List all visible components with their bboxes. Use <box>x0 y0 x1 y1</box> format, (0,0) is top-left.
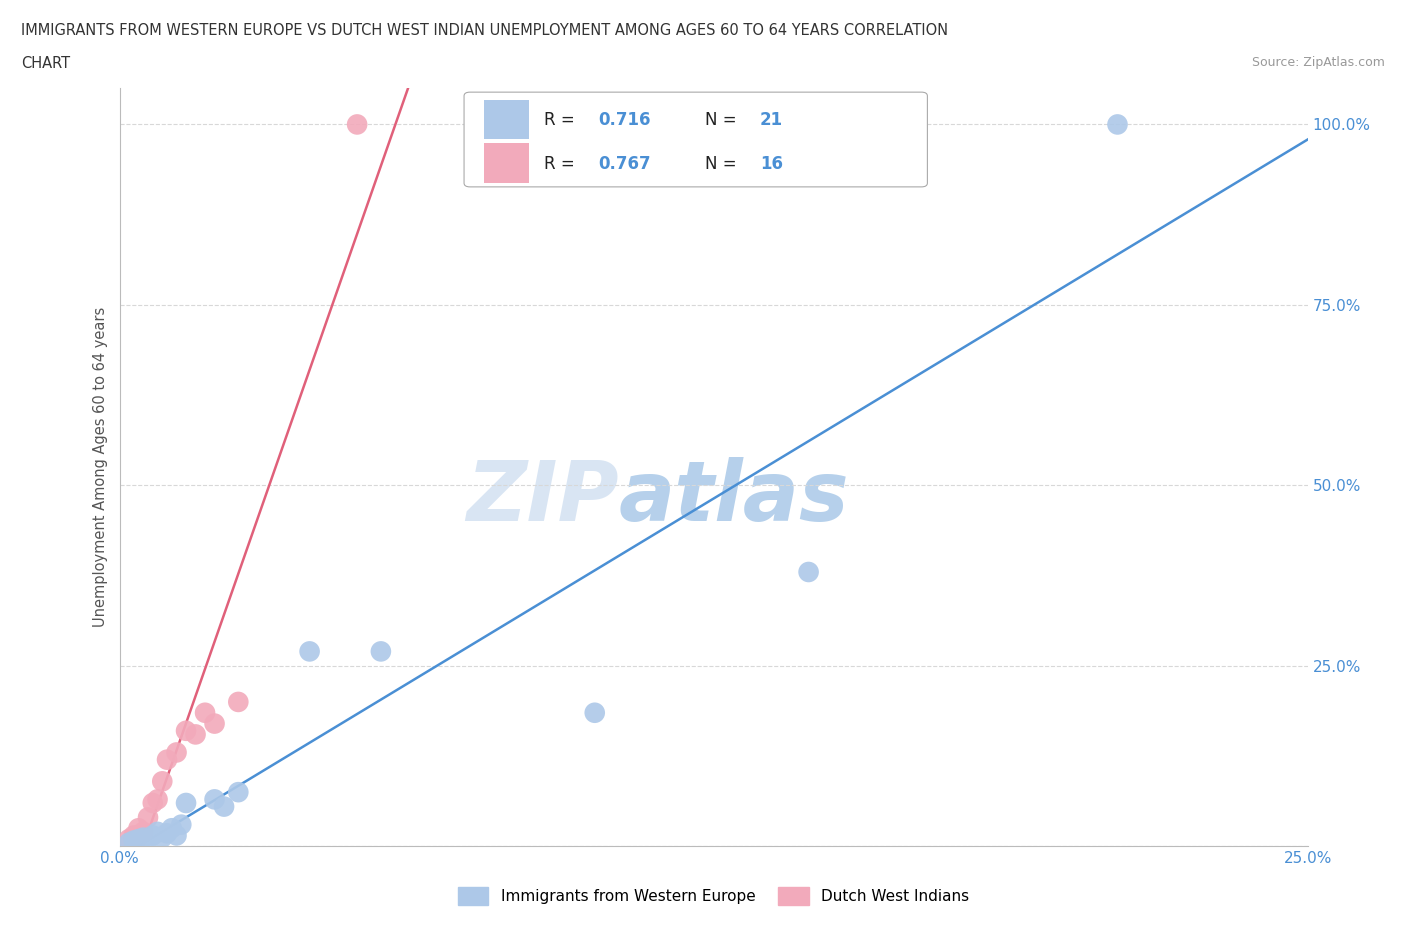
Point <box>583 705 606 720</box>
Point <box>142 795 165 810</box>
Point <box>194 705 217 720</box>
Text: atlas: atlas <box>619 458 849 538</box>
Text: Source: ZipAtlas.com: Source: ZipAtlas.com <box>1251 56 1385 69</box>
Point <box>146 792 169 807</box>
Text: 21: 21 <box>759 112 783 129</box>
Point <box>136 810 159 825</box>
Point <box>170 817 193 832</box>
Point <box>146 824 169 839</box>
Point <box>166 745 188 760</box>
Point <box>797 565 820 579</box>
Text: IMMIGRANTS FROM WESTERN EUROPE VS DUTCH WEST INDIAN UNEMPLOYMENT AMONG AGES 60 T: IMMIGRANTS FROM WESTERN EUROPE VS DUTCH … <box>21 23 948 38</box>
Point <box>128 831 150 846</box>
Point <box>1107 117 1129 132</box>
Point <box>174 795 197 810</box>
Text: 16: 16 <box>759 155 783 173</box>
Text: 0.716: 0.716 <box>599 112 651 129</box>
Point <box>156 826 179 841</box>
Legend: Immigrants from Western Europe, Dutch West Indians: Immigrants from Western Europe, Dutch We… <box>451 881 976 910</box>
Text: R =: R = <box>544 112 579 129</box>
Point <box>156 752 179 767</box>
Text: ZIP: ZIP <box>465 458 619 538</box>
FancyBboxPatch shape <box>484 143 530 183</box>
Point <box>370 644 392 658</box>
Point <box>174 724 197 738</box>
Point <box>184 727 207 742</box>
Point <box>118 831 141 846</box>
Point <box>204 792 226 807</box>
Point <box>166 828 188 843</box>
Text: 0.767: 0.767 <box>599 155 651 173</box>
Point <box>346 117 368 132</box>
Point <box>142 828 165 843</box>
Y-axis label: Unemployment Among Ages 60 to 64 years: Unemployment Among Ages 60 to 64 years <box>93 307 108 628</box>
Point <box>122 828 145 843</box>
Text: R =: R = <box>544 155 579 173</box>
Text: N =: N = <box>706 155 742 173</box>
Text: N =: N = <box>706 112 742 129</box>
Point <box>212 799 235 814</box>
Point <box>118 835 141 850</box>
Point <box>228 785 250 800</box>
Point <box>204 716 226 731</box>
Point <box>228 695 250 710</box>
Point <box>136 831 159 846</box>
FancyBboxPatch shape <box>484 100 530 140</box>
Point <box>122 833 145 848</box>
Point <box>298 644 321 658</box>
Point <box>128 821 150 836</box>
Point <box>132 830 155 845</box>
Point <box>150 830 173 845</box>
Point <box>132 824 155 839</box>
Point <box>150 774 173 789</box>
Point <box>160 821 183 836</box>
FancyBboxPatch shape <box>464 92 928 187</box>
Text: CHART: CHART <box>21 56 70 71</box>
